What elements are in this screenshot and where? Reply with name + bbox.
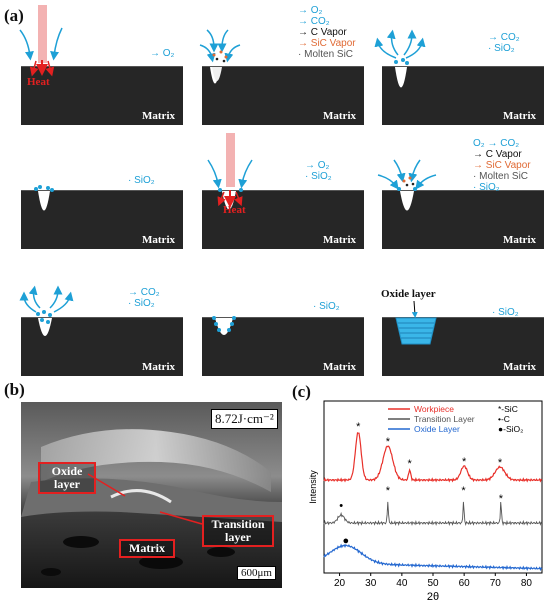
panel-a-schematic [19,5,437,345]
sic-peak-marker: * [498,457,503,469]
panel-c-label: (c) [292,382,311,401]
panel-b-pointers [87,473,203,525]
heat-label: Heat [223,204,246,216]
sio2-label: · SiO₂ [128,175,155,186]
y-axis-label: Intensity [308,470,318,504]
x-tick-label: 60 [459,578,471,589]
matrix-label: Matrix [323,361,356,373]
crater [400,191,414,211]
matrix-label: Matrix [503,234,536,246]
panel-a-label: (a) [4,6,24,25]
matrix-block: Matrix [21,190,183,249]
x-tick-label: 20 [334,578,346,589]
matrix-box: Matrix [119,539,175,558]
panel-b-label: (b) [4,380,25,399]
sic-peak-marker: * [356,421,361,433]
crater [38,318,52,336]
oxide-layer-box: Oxide layer [38,462,96,494]
crater [395,67,407,88]
sic-peak-marker: * [499,493,504,505]
oxide-layer-shape [395,317,437,345]
legend-entry: Workpiece [414,404,454,414]
sic-peak-marker: * [461,485,466,497]
sic-peak-marker: * [386,436,391,448]
sic-peak-marker: * [462,456,467,468]
oxide-layer-label: Oxide layer [381,288,436,300]
matrix-label: Matrix [323,110,356,122]
oxide-pointer [411,300,418,318]
matrix-label: Matrix [503,110,536,122]
laser-beam [38,5,47,63]
matrix-label: Matrix [142,234,175,246]
marker-legend-entry: *-SiC [498,404,518,414]
legend-tile6: O₂ → CO₂ → C Vapor → SiC Vapor · Molten … [473,138,531,193]
crater [215,318,233,335]
xrd-chart: 20 30 40 50 60 70 80 2θ Intensity * * * * * • * * * ● Workp… [308,400,543,603]
o2-label: → O₂ [150,48,175,59]
matrix-label: Matrix [323,234,356,246]
legend-entry: Oxide Layer [414,424,460,434]
sio2-label: · SiO₂ [492,307,519,318]
heat-label: Heat [27,76,50,88]
legend-tile5: → O₂ · SiO₂ [305,160,332,182]
x-tick-label: 30 [365,578,377,589]
sio2-label: · SiO₂ [313,301,340,312]
matrix-label: Matrix [142,361,175,373]
x-tick-label: 50 [427,578,439,589]
oxide-series [323,543,543,572]
transition-series [323,501,543,527]
transition-layer-box: Transition layer [202,515,274,547]
x-tick-label: 40 [396,578,408,589]
legend-tile3: → CO₂ · SiO₂ [488,32,520,54]
legend-tile2: → O₂ → CO₂ → C Vapor → SiC Vapor · Molte… [298,5,356,60]
matrix-label: Matrix [503,361,536,373]
workpiece-series [323,432,543,483]
x-axis-label: 2θ [427,591,439,603]
matrix-block: Matrix [202,66,364,125]
legend-entry: Transition Layer [414,414,475,424]
scale-bar: 600μm [237,566,276,580]
x-tick-label: 80 [521,578,533,589]
crater [38,191,50,211]
sem-image [21,402,282,588]
c-peak-marker: • [339,500,343,512]
fluence-label: 8.72J·cm⁻² [211,409,278,429]
marker-legend-entry: •-C [498,414,510,424]
marker-legend-entry: ●-SiO₂ [498,424,523,434]
laser-beam [226,133,235,187]
x-tick-label: 70 [490,578,502,589]
legend-tile7: → CO₂ · SiO₂ [128,287,160,309]
sio2-peak-marker: ● [342,535,349,547]
matrix-label: Matrix [142,110,175,122]
matrix-block: Matrix [382,66,544,125]
sic-peak-marker: * [408,458,413,470]
sic-peak-marker: * [386,485,391,497]
